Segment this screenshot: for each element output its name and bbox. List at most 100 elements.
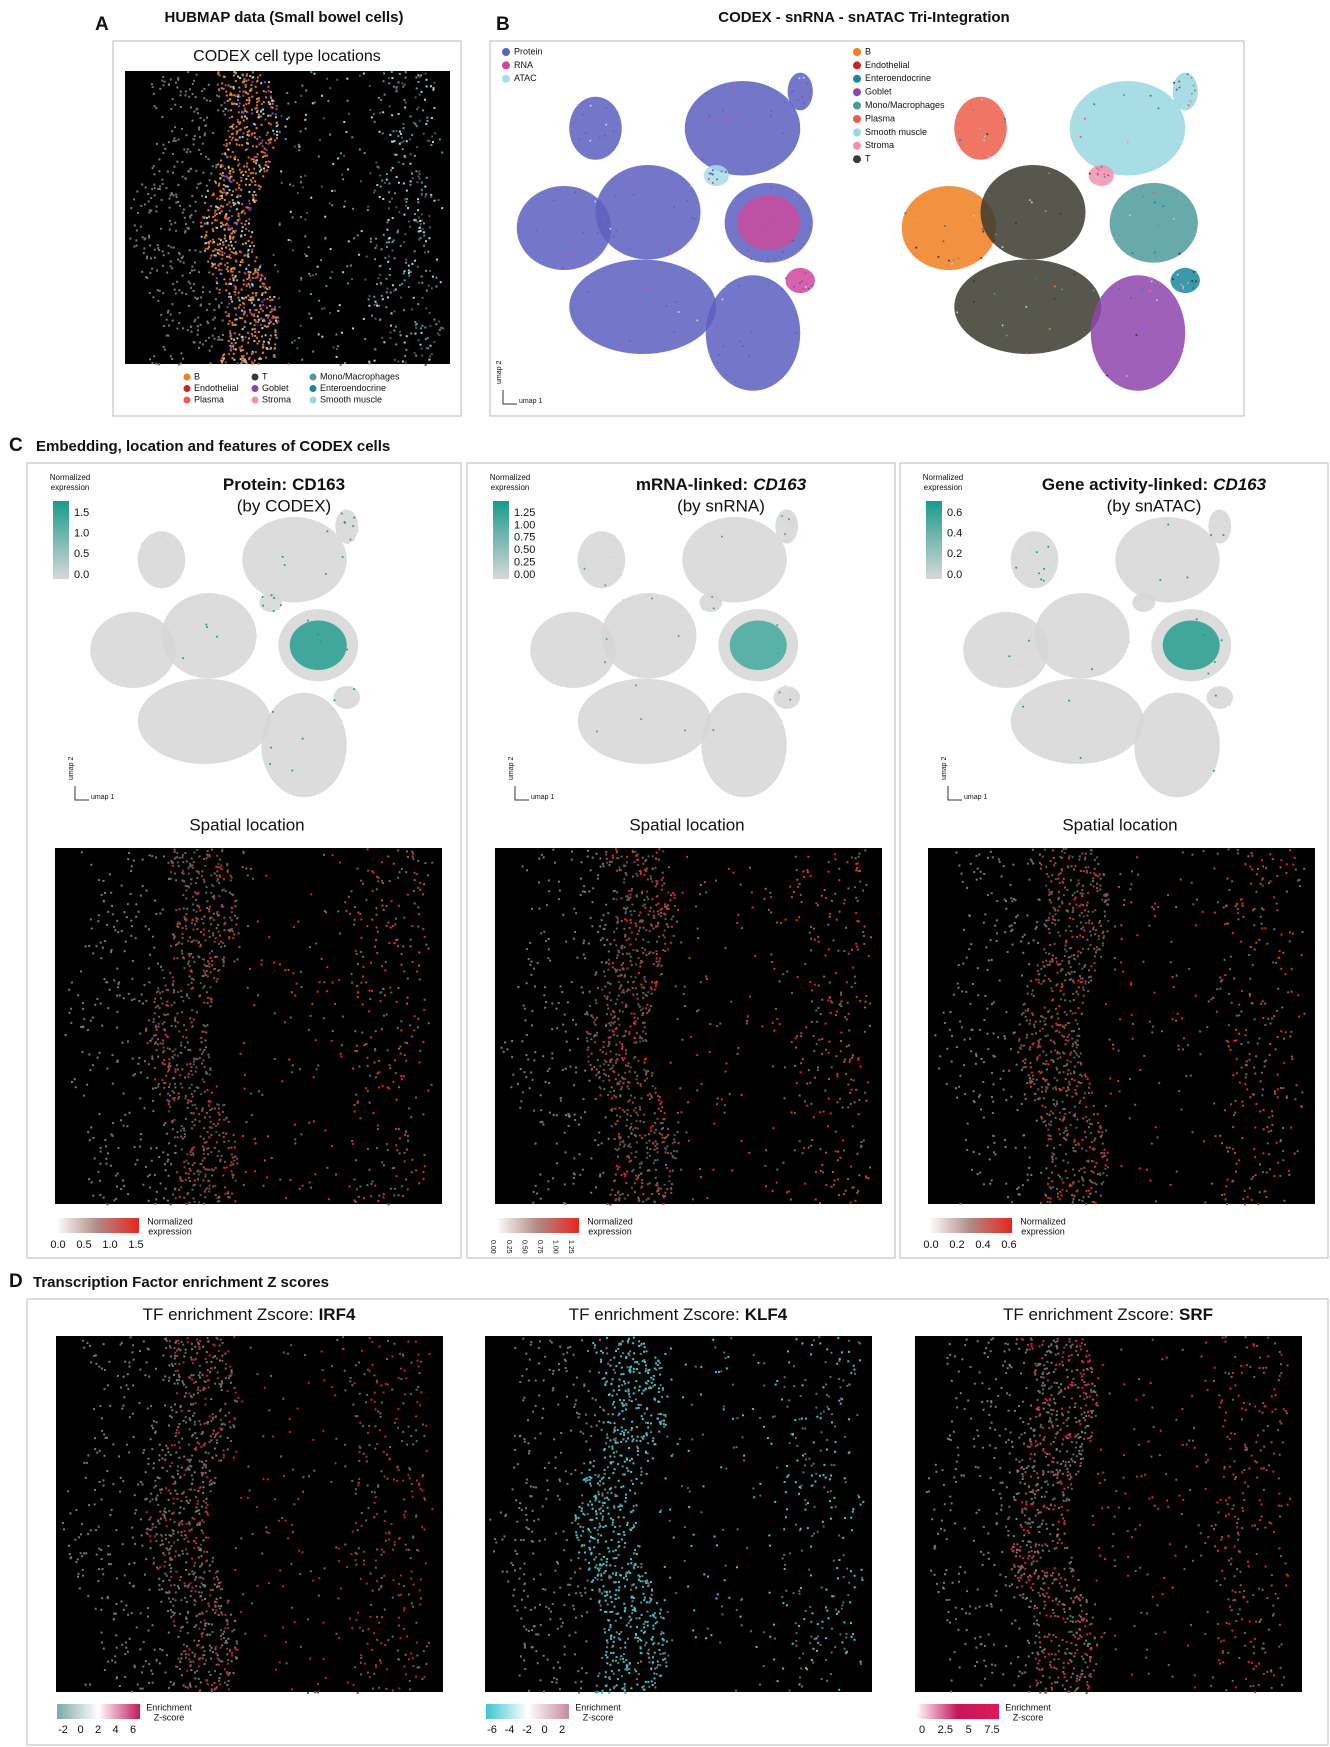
umap-dot xyxy=(205,623,208,626)
cell-dot xyxy=(157,1055,160,1058)
cell-dot xyxy=(624,1029,627,1032)
cell-dot xyxy=(339,861,342,864)
cell-dot xyxy=(218,263,221,266)
cell-dot xyxy=(403,970,406,973)
cell-dot xyxy=(189,1017,192,1020)
cell-dot xyxy=(388,1064,391,1067)
cell-dot xyxy=(804,963,807,966)
cell-dot xyxy=(819,1148,822,1151)
cell-dot xyxy=(659,973,662,976)
umap-dot xyxy=(787,520,790,523)
cell-dot xyxy=(287,239,290,241)
cell-dot xyxy=(170,1163,173,1166)
cell-dot xyxy=(834,858,837,861)
cell-dot xyxy=(216,83,219,86)
cell-dot xyxy=(178,322,181,325)
cell-dot xyxy=(116,1026,118,1029)
cell-dot xyxy=(233,231,236,234)
cell-dot xyxy=(847,1178,849,1181)
umap-dot xyxy=(205,626,208,629)
cell-dot xyxy=(656,1159,659,1161)
cell-dot xyxy=(214,219,217,222)
cell-dot xyxy=(641,1007,644,1010)
cell-dot xyxy=(622,1035,625,1038)
umap-dot xyxy=(1192,282,1195,285)
cell-dot xyxy=(182,357,185,360)
cell-dot xyxy=(192,341,195,344)
cell-dot xyxy=(253,190,256,193)
cell-dot xyxy=(417,303,420,305)
cell-dot xyxy=(216,1154,219,1157)
cell-dot xyxy=(373,303,376,306)
cell-dot xyxy=(386,221,389,224)
cell-dot xyxy=(387,1203,390,1206)
cell-dot xyxy=(245,219,248,222)
legend-label: Enteroendocrine xyxy=(865,73,931,83)
cell-dot xyxy=(675,1150,678,1153)
cell-dot xyxy=(221,889,224,892)
cell-dot xyxy=(389,1187,392,1190)
cell-dot xyxy=(329,248,332,250)
cell-dot xyxy=(673,1138,676,1141)
cell-dot xyxy=(189,882,192,885)
cell-dot xyxy=(391,77,394,79)
cell-dot xyxy=(190,953,193,955)
cell-dot xyxy=(216,870,219,873)
umap-dot xyxy=(686,635,689,638)
cell-dot xyxy=(632,875,634,878)
cell-dot xyxy=(344,200,347,203)
cell-dot xyxy=(809,981,812,984)
umap-dot xyxy=(737,284,740,287)
umap-dot xyxy=(1048,327,1051,330)
cell-dot xyxy=(413,219,416,222)
cell-dot xyxy=(223,198,226,201)
cell-dot xyxy=(218,874,221,877)
cell-dot xyxy=(181,161,184,164)
cell-dot xyxy=(645,1073,647,1076)
cell-dot xyxy=(254,107,257,110)
umap-dot xyxy=(336,664,339,667)
cell-dot xyxy=(645,1198,648,1201)
cell-dot xyxy=(374,189,376,192)
cell-dot xyxy=(416,108,418,111)
cell-dot xyxy=(188,865,191,868)
cell-dot xyxy=(297,143,300,146)
umap-dot xyxy=(804,285,807,288)
cell-dot xyxy=(637,858,640,861)
cell-dot xyxy=(331,1029,334,1032)
cell-dot xyxy=(189,1049,192,1052)
cell-dot xyxy=(643,1026,646,1029)
cell-dot xyxy=(91,1016,94,1019)
cell-dot xyxy=(205,234,208,237)
cell-dot xyxy=(174,126,176,129)
cell-dot xyxy=(206,1072,208,1075)
cell-dot xyxy=(179,205,181,207)
cell-dot xyxy=(646,1094,649,1097)
umap-dot xyxy=(202,695,205,698)
cell-dot xyxy=(327,100,330,103)
cell-dot xyxy=(391,1167,394,1170)
cell-dot xyxy=(365,1087,368,1090)
cell-dot xyxy=(208,349,211,352)
cell-dot xyxy=(230,1161,233,1164)
cell-dot xyxy=(368,295,371,298)
cell-dot xyxy=(625,990,628,993)
umap-cluster xyxy=(335,509,359,544)
cell-dot xyxy=(240,355,243,358)
cell-dot xyxy=(608,864,611,867)
cell-dot xyxy=(639,872,642,875)
cell-dot xyxy=(642,1039,644,1042)
cell-dot xyxy=(863,925,866,928)
cell-dot xyxy=(783,1066,786,1069)
cell-dot xyxy=(351,1142,354,1145)
cell-dot xyxy=(224,361,227,364)
cell-dot xyxy=(157,987,160,990)
cell-dot xyxy=(573,1173,576,1176)
cell-dot xyxy=(423,1154,426,1157)
cell-dot xyxy=(807,1146,810,1149)
cell-dot xyxy=(670,925,673,928)
umap-dot xyxy=(791,698,794,701)
cell-dot xyxy=(547,957,550,960)
cell-dot xyxy=(166,170,169,173)
cell-dot xyxy=(161,1002,164,1005)
